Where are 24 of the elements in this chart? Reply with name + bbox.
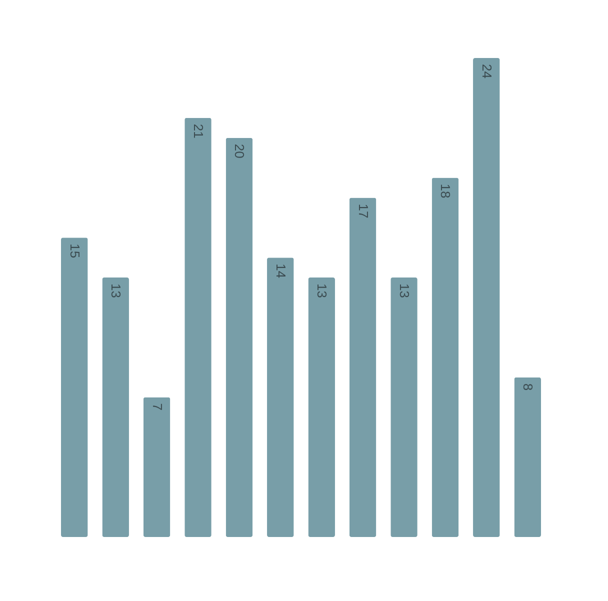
bar	[473, 58, 500, 537]
bar	[349, 198, 376, 537]
data-label: 14	[273, 264, 288, 278]
data-label: 8	[520, 383, 536, 391]
bar	[390, 278, 418, 537]
data-label: 21	[190, 124, 206, 138]
bar	[102, 278, 129, 537]
bar	[184, 118, 212, 537]
data-label: 20	[232, 144, 248, 158]
bar	[308, 278, 335, 537]
bar	[267, 258, 294, 537]
bar	[61, 238, 88, 537]
bar	[143, 397, 170, 537]
data-label: 17	[356, 204, 371, 218]
bar	[514, 377, 541, 537]
data-label: 24	[479, 64, 494, 78]
data-label: 7	[150, 403, 165, 411]
data-label: 15	[67, 244, 82, 258]
data-label: 13	[397, 284, 412, 298]
data-label: 13	[108, 284, 124, 298]
bar	[226, 138, 253, 537]
data-label: 13	[314, 284, 330, 298]
data-label: 18	[438, 184, 454, 198]
bar	[432, 178, 459, 537]
